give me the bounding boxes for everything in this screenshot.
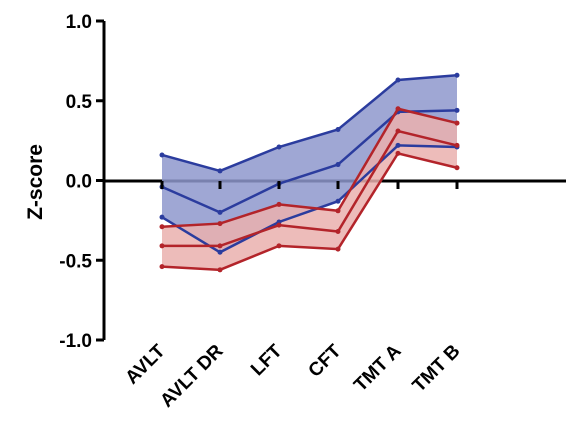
data-point-0-lower xyxy=(395,142,401,148)
data-point-1-mean xyxy=(217,243,223,249)
band-area-1 xyxy=(162,108,457,270)
series-line-1-mean xyxy=(162,129,458,248)
data-point-1-mean xyxy=(335,229,341,235)
lines-layer xyxy=(159,72,460,273)
data-point-0-lower xyxy=(159,214,165,220)
y-tick-label: -1.0 xyxy=(59,331,92,352)
data-point-0-mean xyxy=(454,107,460,113)
data-point-1-lower xyxy=(395,150,401,156)
y-tick-label: 1.0 xyxy=(66,12,92,33)
x-tick-label: LFT xyxy=(247,340,287,380)
data-point-1-upper xyxy=(454,120,460,126)
data-point-1-mean xyxy=(276,222,282,228)
data-point-1-lower xyxy=(159,264,165,270)
y-tick-label: 0.5 xyxy=(66,92,93,113)
data-point-1-lower xyxy=(454,165,460,171)
data-point-0-upper xyxy=(395,77,401,83)
data-point-1-upper xyxy=(395,106,401,112)
band-area-0 xyxy=(162,75,457,253)
data-point-0-lower xyxy=(335,198,341,204)
data-point-1-lower xyxy=(276,243,282,249)
x-tick-label: TMT B xyxy=(409,341,465,397)
series-line-1-upper xyxy=(161,107,458,229)
bands-layer xyxy=(162,75,457,270)
data-point-1-upper xyxy=(217,221,223,227)
data-point-1-mean xyxy=(395,128,401,134)
y-ticks: 1.0 0.5 0.0 -0.5 -1.0 xyxy=(59,12,104,352)
data-point-1-lower xyxy=(217,267,223,273)
x-tick-label: TMT A xyxy=(350,340,406,396)
series-line-0-upper xyxy=(161,73,458,173)
data-point-0-upper xyxy=(335,126,341,132)
data-point-0-upper xyxy=(454,72,460,78)
series-line-1-lower xyxy=(161,151,458,272)
x-tick-label: CFT xyxy=(305,340,346,381)
data-point-1-lower xyxy=(335,246,341,252)
y-tick-label: 0.0 xyxy=(66,172,92,193)
data-point-1-upper xyxy=(159,224,165,230)
y-axis-title: Z-score xyxy=(24,144,47,220)
x-tick-label: AVLT xyxy=(122,340,170,388)
data-point-1-upper xyxy=(276,201,282,207)
data-point-0-upper xyxy=(159,152,165,158)
data-point-1-mean xyxy=(454,142,460,148)
data-point-0-mean xyxy=(335,162,341,168)
data-point-0-mean xyxy=(217,209,223,215)
data-point-0-upper xyxy=(276,144,282,150)
x-tick-label: AVLT DR xyxy=(156,340,227,411)
y-tick-label: -0.5 xyxy=(59,251,92,272)
y-axis-title-group: Z-score xyxy=(24,144,47,220)
data-point-0-lower xyxy=(217,249,223,255)
data-point-1-upper xyxy=(335,208,341,214)
data-point-0-upper xyxy=(217,168,223,174)
data-point-1-mean xyxy=(159,243,165,249)
